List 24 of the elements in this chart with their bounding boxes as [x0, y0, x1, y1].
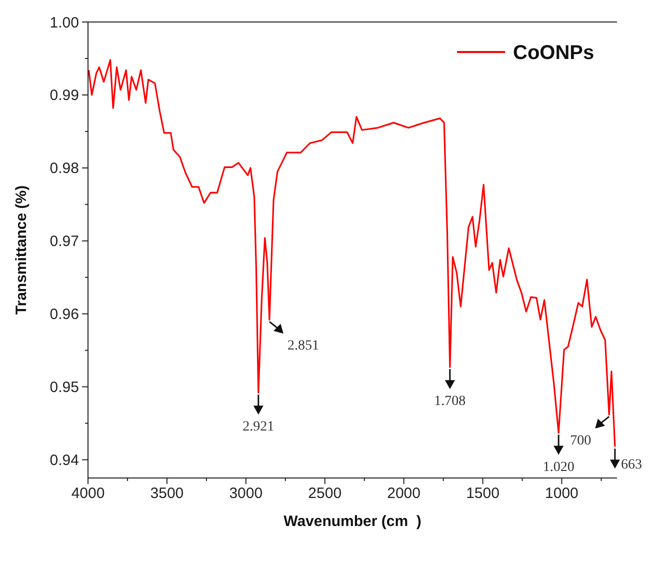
x-tick-label: 4000 [71, 485, 105, 502]
annotation: 663 [620, 458, 642, 473]
x-tick-label: 2500 [308, 485, 342, 502]
x-tick-label: 2000 [387, 485, 421, 502]
y-tick-label: 0.94 [50, 452, 79, 470]
y-tick-label: 0.97 [50, 233, 79, 250]
x-tick-label: 1500 [466, 485, 500, 502]
line-series [88, 59, 616, 448]
y-tick-label: 0.99 [50, 87, 79, 104]
annotation: 1.020 [542, 460, 574, 475]
annotation: 700 [570, 434, 592, 449]
x-tick-label: 3000 [229, 485, 263, 502]
x-tick-label: 1000 [545, 485, 578, 502]
annotation: 2.851 [287, 338, 319, 354]
y-tick-label: 1.00 [50, 14, 79, 32]
annotation: 2.921 [242, 420, 274, 435]
y-tick-label: 0.98 [50, 160, 79, 178]
x-axis-title: Wavenumber (cm ) [284, 513, 422, 530]
legend-label: CoONPs [513, 42, 594, 64]
y-tick-label: 0.96 [50, 306, 79, 324]
y-axis-title: Transmittance (%) [13, 185, 30, 315]
annotation: 1.708 [434, 394, 466, 410]
y-tick-label: 0.95 [50, 379, 79, 396]
x-tick-label: 3500 [150, 485, 184, 502]
